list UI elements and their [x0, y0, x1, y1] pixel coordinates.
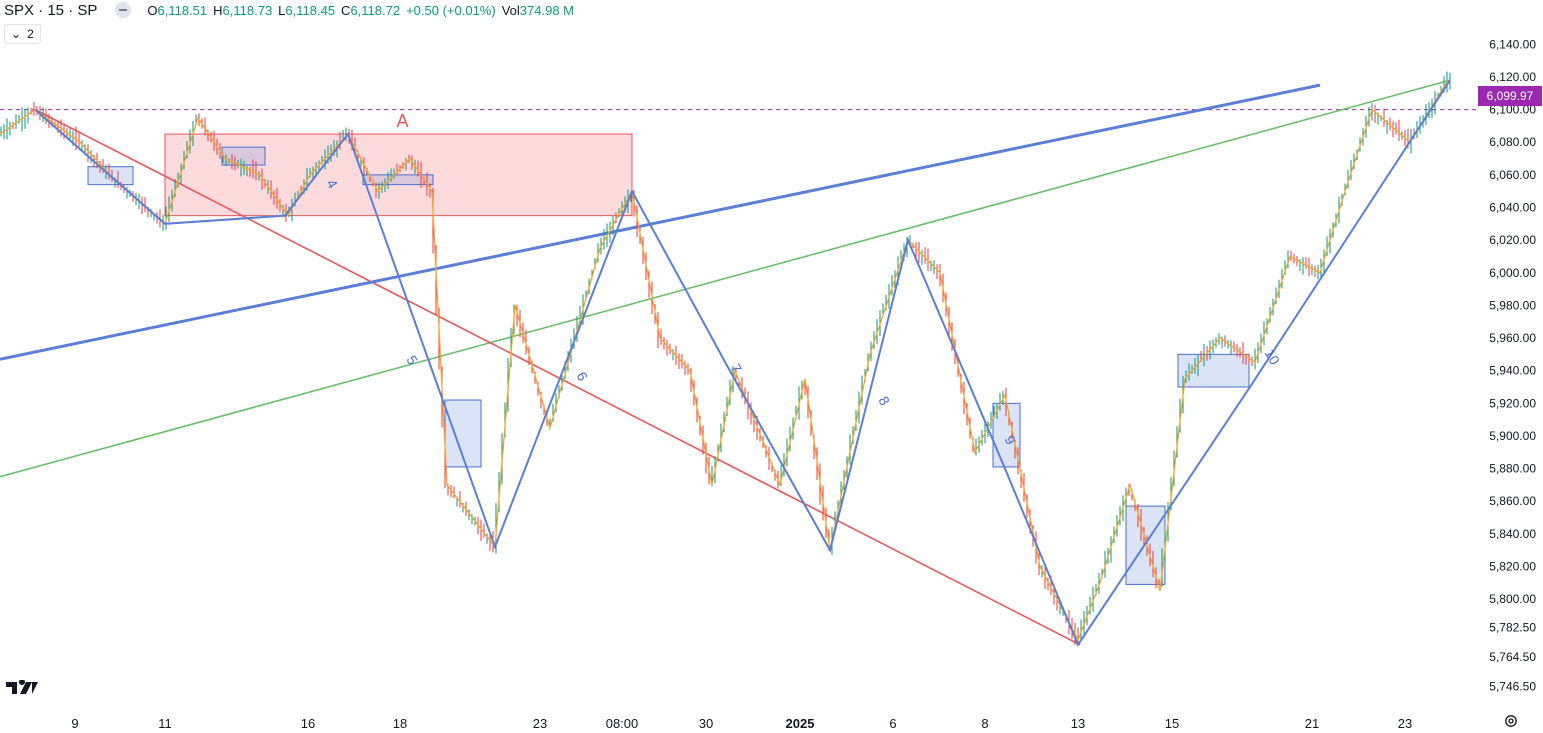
y-tick-label: 5,900.00 — [1489, 429, 1536, 443]
highlight-box — [1177, 353, 1250, 388]
y-tick-label: 6,000.00 — [1489, 266, 1536, 280]
ohlc-open: O6,118.51 — [147, 2, 208, 18]
x-tick-label: 8 — [981, 716, 988, 731]
symbol-title[interactable]: SPX · 15 · SP — [4, 1, 98, 19]
y-tick-label: 5,764.50 — [1489, 650, 1536, 664]
x-tick-label: 15 — [1165, 716, 1179, 731]
x-tick-label: 9 — [71, 716, 78, 731]
fast-zigzag-line — [0, 79, 1449, 642]
y-tick-label: 5,782.50 — [1489, 621, 1536, 635]
ohlc-close: C6,118.72 — [341, 2, 401, 18]
trend-line-blue — [0, 83, 1321, 361]
y-tick-label: 5,860.00 — [1489, 494, 1536, 508]
wave-label: 8 — [875, 393, 893, 408]
ohlc-high: H6,118.73 — [213, 2, 273, 18]
y-tick-label: 5,880.00 — [1489, 462, 1536, 476]
y-tick-label: 5,820.00 — [1489, 559, 1536, 573]
last-price-label: 6,099.97 — [1478, 86, 1542, 106]
wave-label: 6 — [573, 369, 591, 384]
trend-line-green — [0, 79, 1451, 478]
y-tick-label: 6,100.00 — [1489, 103, 1536, 117]
x-tick-label: 23 — [533, 716, 547, 731]
x-tick-label: 16 — [301, 716, 315, 731]
y-tick-label: 6,140.00 — [1489, 37, 1536, 51]
y-tick-label: 6,060.00 — [1489, 168, 1536, 182]
indicators-toggle[interactable]: ⌄ 2 — [4, 24, 41, 44]
y-tick-label: 5,940.00 — [1489, 364, 1536, 378]
wave-zigzag-line — [34, 79, 1451, 647]
y-tick-label: 5,800.00 — [1489, 592, 1536, 606]
y-tick-label: 5,746.50 — [1489, 679, 1536, 693]
x-tick-label: 23 — [1398, 716, 1412, 731]
x-tick-label: 2025 — [786, 716, 815, 731]
y-tick-label: 5,920.00 — [1489, 396, 1536, 410]
x-tick-label: 11 — [158, 716, 172, 731]
legend-header: SPX · 15 · SP O6,118.51 H6,118.73 L6,118… — [0, 0, 580, 20]
y-tick-label: 5,960.00 — [1489, 331, 1536, 345]
y-tick-label: 6,080.00 — [1489, 135, 1536, 149]
wave-label: 10 — [1262, 346, 1284, 368]
gear-icon[interactable] — [1503, 713, 1519, 729]
ohlc-low: L6,118.45 — [278, 2, 336, 18]
x-tick-label: 08:00 — [606, 716, 639, 731]
ohlc-volume: Vol374.98 M — [501, 2, 574, 18]
ohlc-change: +0.50 (+0.01%) — [406, 2, 496, 18]
x-tick-label: 18 — [393, 716, 407, 731]
x-tick-label: 6 — [889, 716, 896, 731]
zone-a-label: A — [396, 111, 408, 131]
y-tick-label: 6,020.00 — [1489, 233, 1536, 247]
x-tick-label: 21 — [1305, 716, 1319, 731]
trend-line-red — [34, 108, 1081, 646]
chevron-down-icon: ⌄ — [11, 27, 22, 41]
y-tick-label: 5,980.00 — [1489, 298, 1536, 312]
highlight-box — [362, 174, 434, 186]
highlight-box — [1125, 505, 1166, 585]
x-tick-label: 30 — [699, 716, 713, 731]
indicator-count: 2 — [27, 27, 34, 41]
x-tick-label: 13 — [1071, 716, 1085, 731]
y-tick-label: 6,120.00 — [1489, 70, 1536, 84]
minus-icon[interactable] — [115, 2, 132, 18]
tradingview-logo-icon[interactable] — [6, 680, 40, 696]
y-tick-label: 5,840.00 — [1489, 527, 1536, 541]
y-tick-label: 6,040.00 — [1489, 200, 1536, 214]
